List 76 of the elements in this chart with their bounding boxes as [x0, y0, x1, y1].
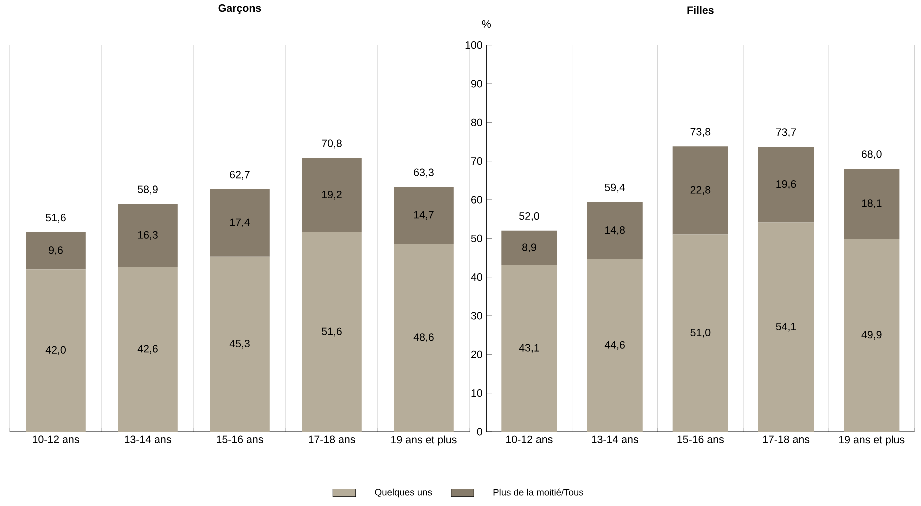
bar: [26, 270, 86, 432]
bar: [210, 256, 270, 432]
bar: [118, 204, 178, 268]
y-tick-label: 0: [477, 428, 482, 436]
x-tick-label: 10-12 ans: [33, 436, 80, 444]
data-label: 51,0: [690, 328, 711, 338]
y-tick-label: 50: [471, 234, 482, 242]
chart-title: Filles: [688, 6, 714, 14]
bar: [844, 169, 900, 240]
data-label: 18,1: [862, 200, 882, 208]
total-label: 73,7: [776, 128, 796, 138]
data-label: 22,8: [690, 186, 711, 196]
data-label: 14,8: [606, 226, 625, 236]
legend-label: Plus de la moitié/Tous: [494, 488, 584, 496]
bar: [672, 234, 728, 432]
y-tick-label: 70: [472, 158, 482, 166]
y-tick-label: 40: [471, 274, 482, 282]
total-label: 70,8: [322, 140, 342, 149]
bar: [844, 239, 900, 432]
total-label: 51,6: [46, 214, 66, 223]
bar: [758, 147, 814, 223]
data-label: 43,1: [519, 344, 540, 354]
x-tick-label: 19 ans et plus: [839, 436, 905, 446]
x-tick-label: 17-18 ans: [763, 436, 810, 444]
total-label: 73,8: [690, 128, 711, 138]
total-label: 62,7: [230, 171, 250, 180]
x-tick-label: 10-12 ans: [506, 436, 553, 444]
data-label: 54,1: [776, 323, 796, 332]
bar: [672, 146, 728, 235]
data-label: 8,9: [522, 244, 536, 253]
data-label: 16,3: [138, 231, 158, 240]
x-tick-label: 13-14 ans: [592, 436, 638, 444]
bar: [394, 244, 454, 432]
bar: [394, 187, 454, 244]
x-tick-label: 19 ans et plus: [392, 436, 457, 446]
data-label: 45,3: [230, 340, 250, 349]
data-label: 19,2: [322, 190, 342, 200]
bar: [118, 267, 178, 432]
legend-label: Quelques uns: [375, 488, 432, 498]
x-tick-label: 17-18 ans: [309, 436, 356, 444]
total-label: 58,9: [138, 186, 158, 195]
chart-title: Garçons: [218, 4, 262, 14]
x-tick-label: 15-16 ans: [217, 436, 264, 444]
data-label: 44,6: [604, 341, 625, 350]
bar: [758, 222, 814, 432]
data-label: 49,9: [862, 331, 882, 340]
bar: [302, 232, 362, 432]
data-label: 9,6: [49, 246, 63, 256]
total-label: 68,0: [862, 150, 882, 160]
y-tick-label: 60: [472, 196, 482, 204]
y-tick-label: 80: [471, 118, 482, 126]
data-label: 42,6: [138, 345, 158, 354]
y-tick-label: 10: [472, 390, 482, 398]
bar: [502, 265, 558, 432]
bar: [587, 260, 643, 432]
total-label: 52,0: [520, 212, 540, 222]
y-tick-label: 100: [466, 42, 482, 50]
x-tick-label: 15-16 ans: [678, 436, 724, 444]
data-label: 42,0: [46, 346, 66, 356]
data-label: 19,6: [776, 180, 796, 190]
x-tick-label: 13-14 ans: [125, 436, 172, 444]
y-tick-label: 90: [471, 80, 482, 88]
y-tick-label: 20: [472, 350, 482, 358]
bar: [26, 232, 86, 270]
y-axis-title: %: [482, 20, 492, 28]
data-label: 51,6: [322, 328, 342, 337]
data-label: 48,6: [414, 334, 434, 342]
bar: [502, 230, 558, 266]
data-label: 14,7: [414, 211, 434, 220]
y-tick-label: 30: [471, 312, 482, 320]
data-label: 17,4: [230, 218, 250, 228]
bar: [587, 202, 643, 260]
bar: [302, 158, 362, 232]
bar: [210, 190, 270, 257]
total-label: 59,4: [605, 184, 626, 193]
total-label: 63,3: [414, 168, 434, 178]
